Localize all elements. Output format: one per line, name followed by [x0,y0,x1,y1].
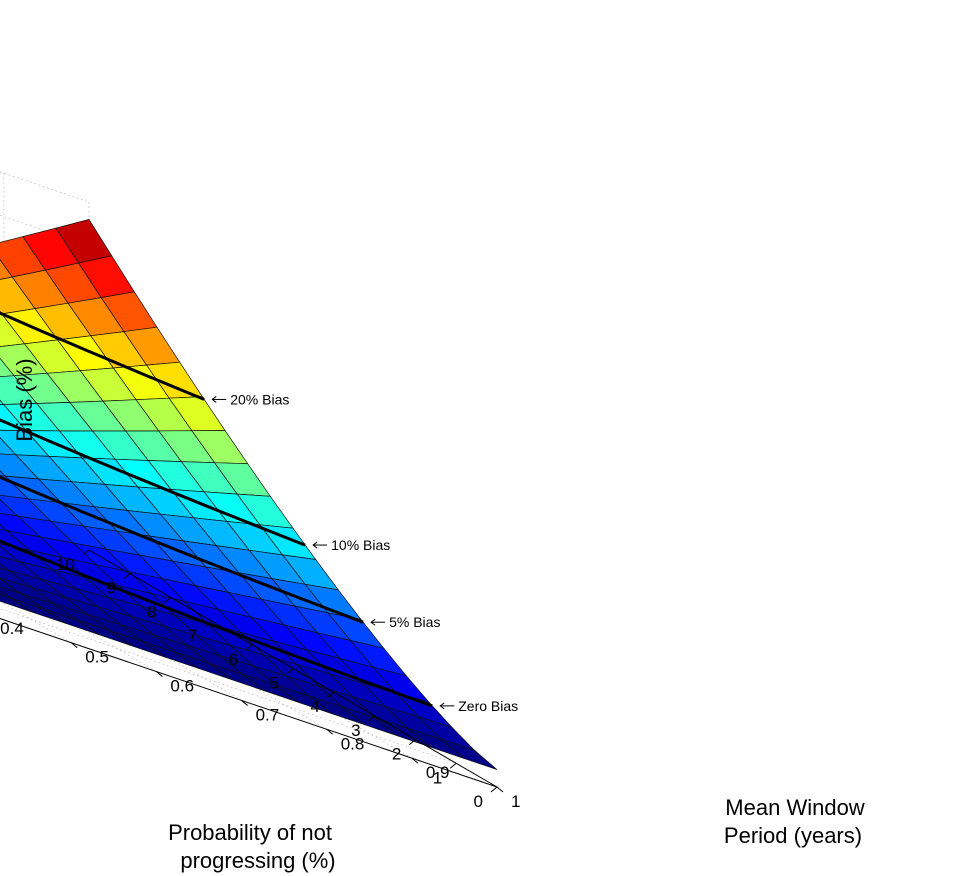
axes: −5051015202530350123456789100.30.40.50.6… [0,549,520,811]
y-tick-label: 7 [188,626,197,645]
contour-lines: 20% Bias 10% Bias 5% Bias Zero Bias [0,311,518,714]
contour-arrow-head [370,618,376,626]
contour-line [0,475,364,624]
y-tick-label: 0 [474,792,483,811]
y-tick-label: 9 [106,579,115,598]
y-tick [205,620,212,627]
x-tick-label: 0.9 [426,763,450,782]
y-tick [82,549,90,556]
y-tick [164,597,171,603]
y-tick [490,786,498,793]
y-axis-label-line1: Probability of not [168,820,332,845]
y-tick-label: 5 [270,674,279,693]
x-tick-label: 0.7 [256,705,280,724]
contour-line [0,539,433,708]
grid-line [0,171,90,203]
x-axis-line [0,618,498,788]
x-tick [241,700,248,706]
x-tick-label: 0.5 [85,648,109,667]
contour-label: 20% Bias [230,391,289,407]
contour-label: 10% Bias [331,537,390,553]
y-tick-label: 1 [433,768,442,787]
x-tick [156,671,163,677]
y-tick-label: 3 [351,721,360,740]
y-tick [409,739,416,745]
contour-arrow-head [312,541,318,549]
x-tick-label: 0.4 [0,619,24,638]
y-tick-label: 6 [229,650,238,669]
y-tick [368,715,375,722]
x-axis-label-line2: Period (years) [724,823,862,848]
y-tick-label: 10 [56,555,75,574]
x-tick [70,642,78,649]
surface-patch [440,738,498,770]
grid-line [0,214,90,246]
surface [0,218,498,770]
contour-label: Zero Bias [458,698,518,714]
y-tick [327,691,335,698]
x-tick [411,757,419,764]
y-tick [123,573,131,580]
contour-arrow-head [439,702,445,710]
contour-arrow-head [211,396,217,403]
x-tick [496,786,504,793]
y-tick [449,762,457,769]
y-tick [245,644,253,651]
x-tick-label: 1 [511,792,520,811]
x-tick-label: 0.6 [170,677,194,696]
y-tick-label: 2 [392,745,401,764]
contour-line [0,418,306,547]
x-tick [326,728,334,735]
contour-label: 5% Bias [389,614,440,630]
y-tick-label: 8 [147,602,156,621]
contour-line [0,311,205,401]
y-tick [286,668,294,674]
y-axis-label-line2: progressing (%) [180,848,335,873]
x-tick-label: 0.8 [341,734,365,753]
z-axis-label: Bias (%) [12,358,37,441]
x-axis-label-line1: Mean Window [725,795,865,820]
y-tick-label: 4 [310,697,319,716]
